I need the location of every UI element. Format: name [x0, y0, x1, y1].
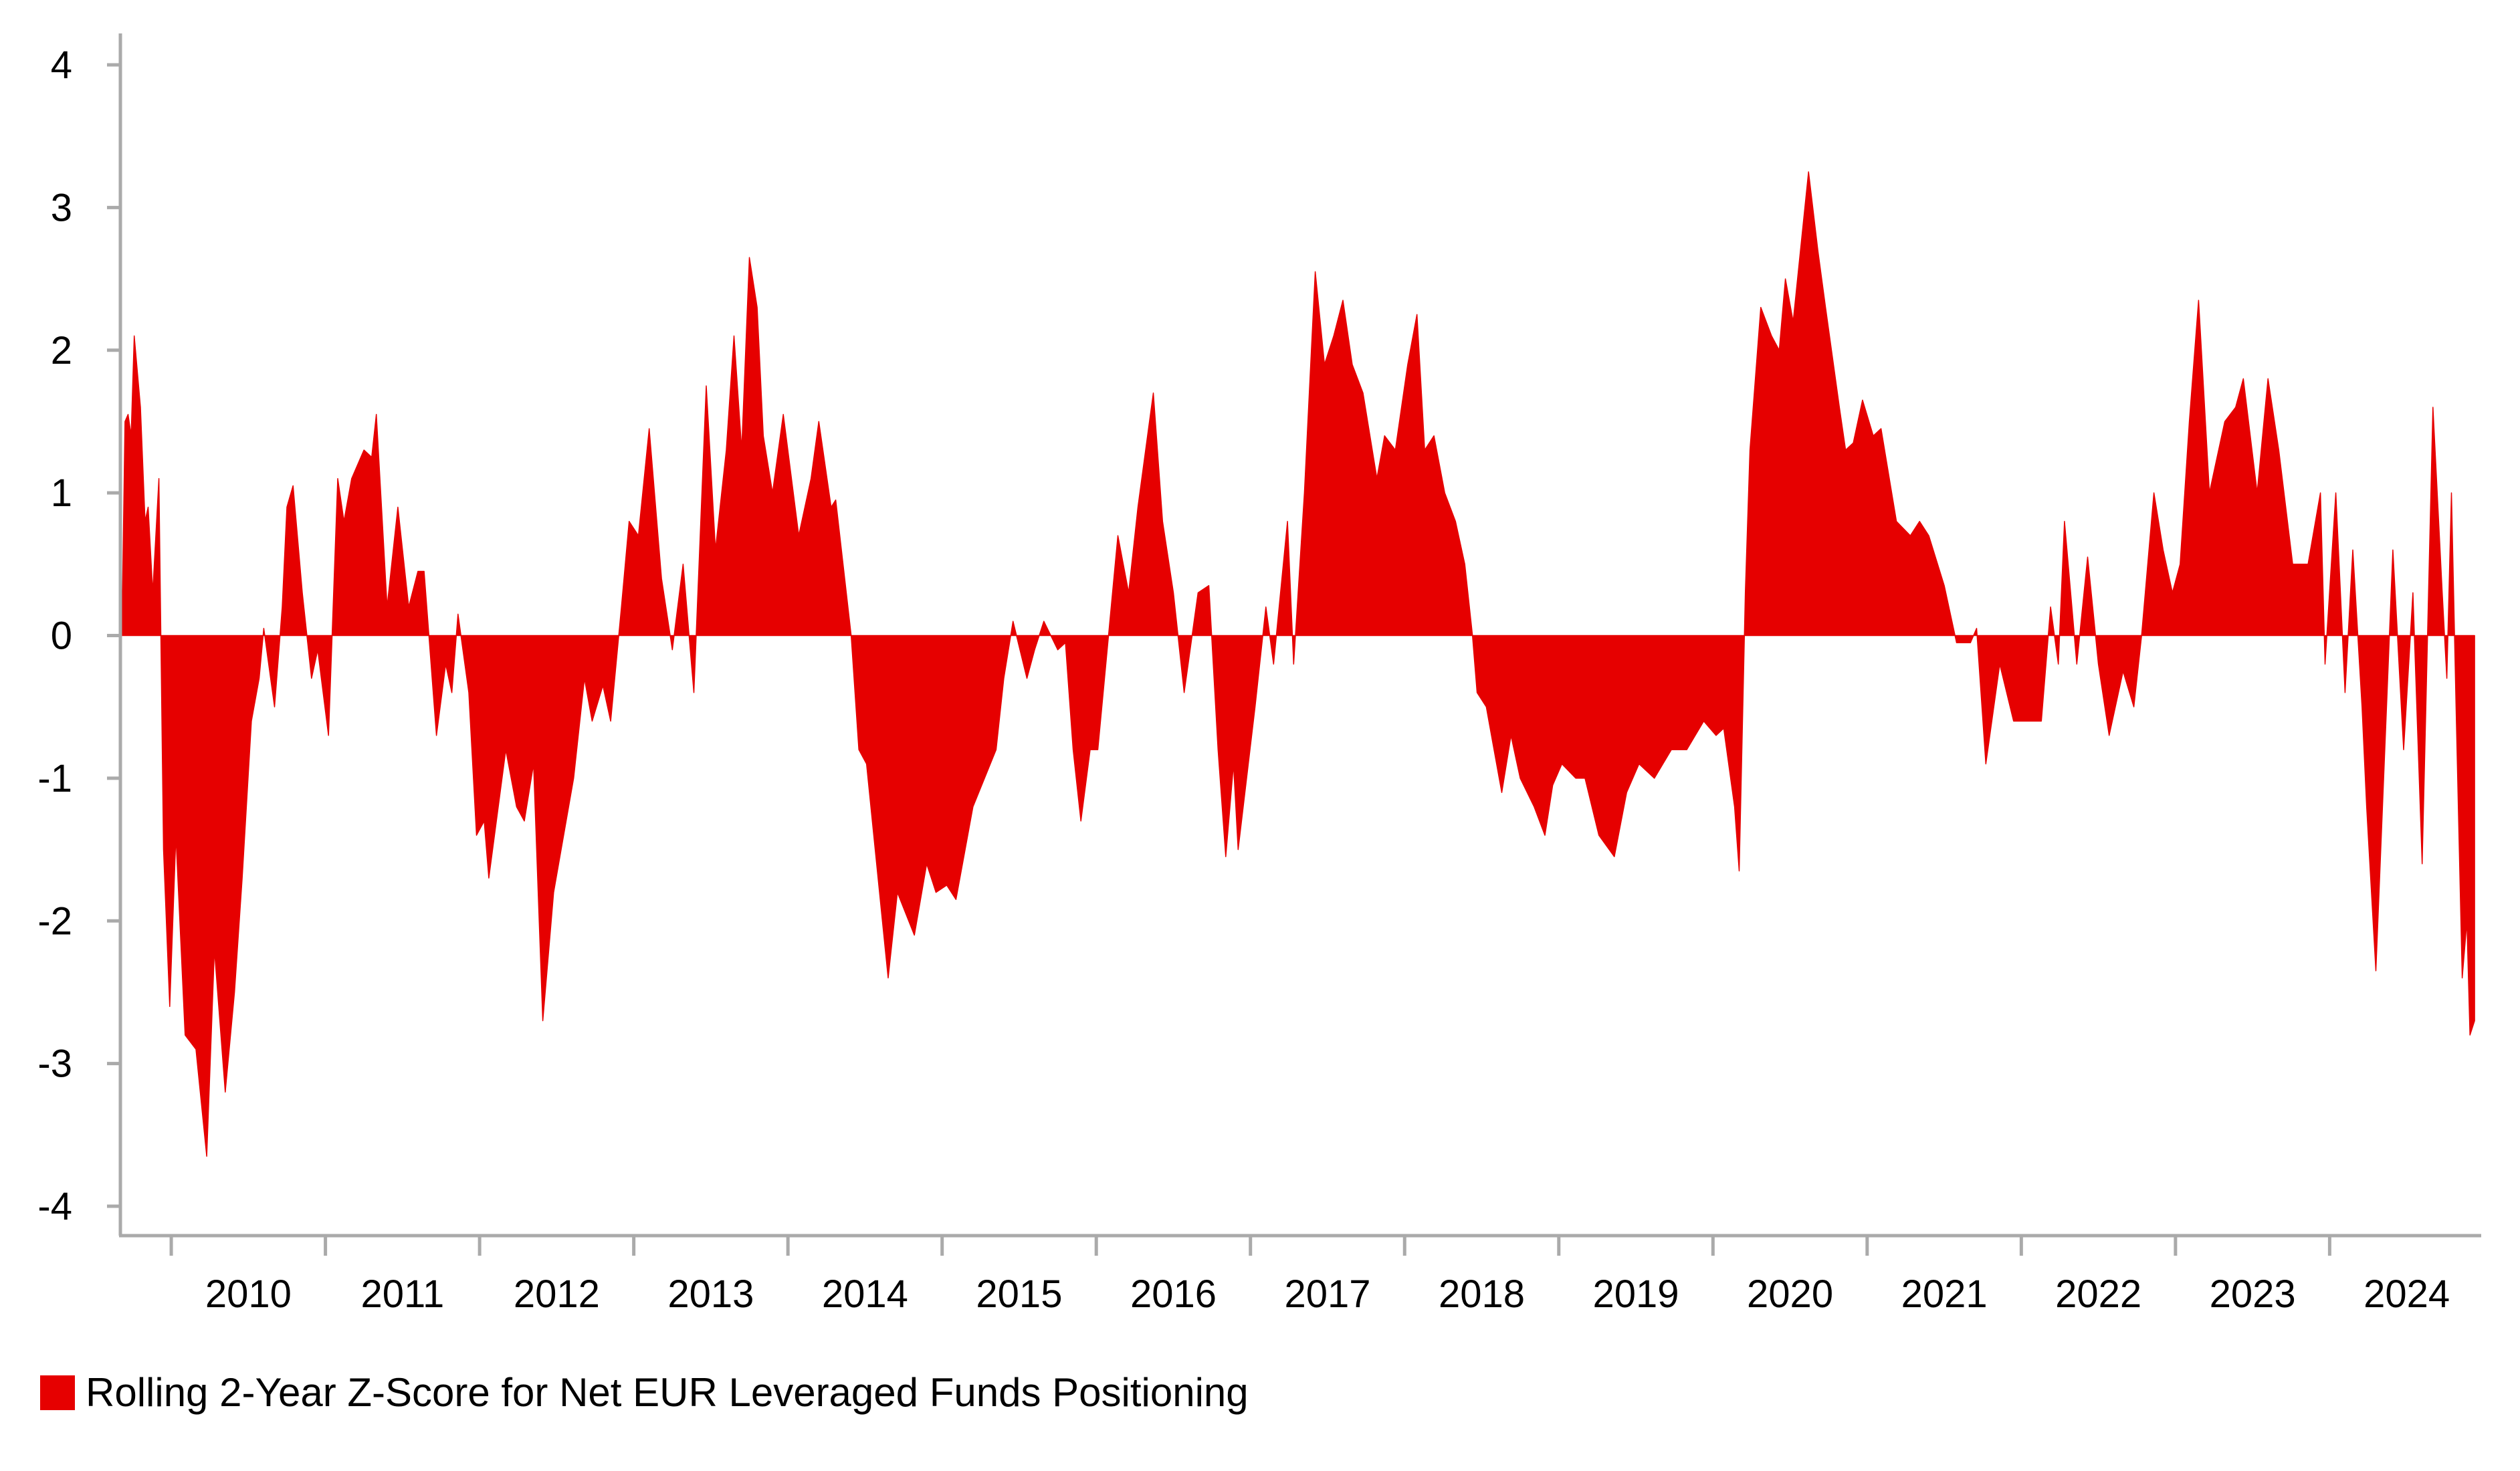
x-tick-label: 2010 [205, 1272, 292, 1316]
legend-label: Rolling 2-Year Z-Score for Net EUR Lever… [86, 1370, 1249, 1415]
y-tick-label: -1 [37, 757, 72, 800]
x-tick-label: 2016 [1130, 1272, 1217, 1316]
x-tick-label: 2022 [2055, 1272, 2141, 1316]
legend: Rolling 2-Year Z-Score for Net EUR Lever… [40, 1369, 1249, 1416]
y-tick-label: 3 [51, 186, 72, 229]
y-tick-label: -4 [37, 1185, 72, 1228]
y-axis: 4 3 2 1 0 -1 -2 -3 -4 [37, 43, 120, 1228]
y-tick-label: 2 [51, 329, 72, 372]
x-tick-label: 2024 [2364, 1272, 2450, 1316]
x-tick-label: 2020 [1747, 1272, 1833, 1316]
x-tick-label: 2018 [1439, 1272, 1525, 1316]
x-tick-label: 2023 [2210, 1272, 2296, 1316]
x-tick-label: 2021 [1901, 1272, 1988, 1316]
x-tick-label: 2015 [976, 1272, 1062, 1316]
x-tick-label: 2014 [822, 1272, 908, 1316]
series-area [121, 171, 2475, 1157]
y-tick-label: 0 [51, 614, 72, 658]
y-tick-label: -3 [37, 1042, 72, 1086]
y-tick-label: 4 [51, 43, 72, 87]
y-tick-label: 1 [51, 471, 72, 515]
x-tick-label: 2019 [1593, 1272, 1679, 1316]
x-tick-label: 2011 [360, 1272, 444, 1316]
x-tick-label: 2017 [1284, 1272, 1370, 1316]
x-tick-label: 2012 [514, 1272, 600, 1316]
y-tick-label: -2 [37, 899, 72, 943]
x-axis: 2010 2011 2012 2013 2014 2015 2016 2017 2018 2019… [169, 1236, 2450, 1316]
x-tick-label: 2013 [667, 1272, 754, 1316]
legend-swatch [40, 1375, 75, 1410]
